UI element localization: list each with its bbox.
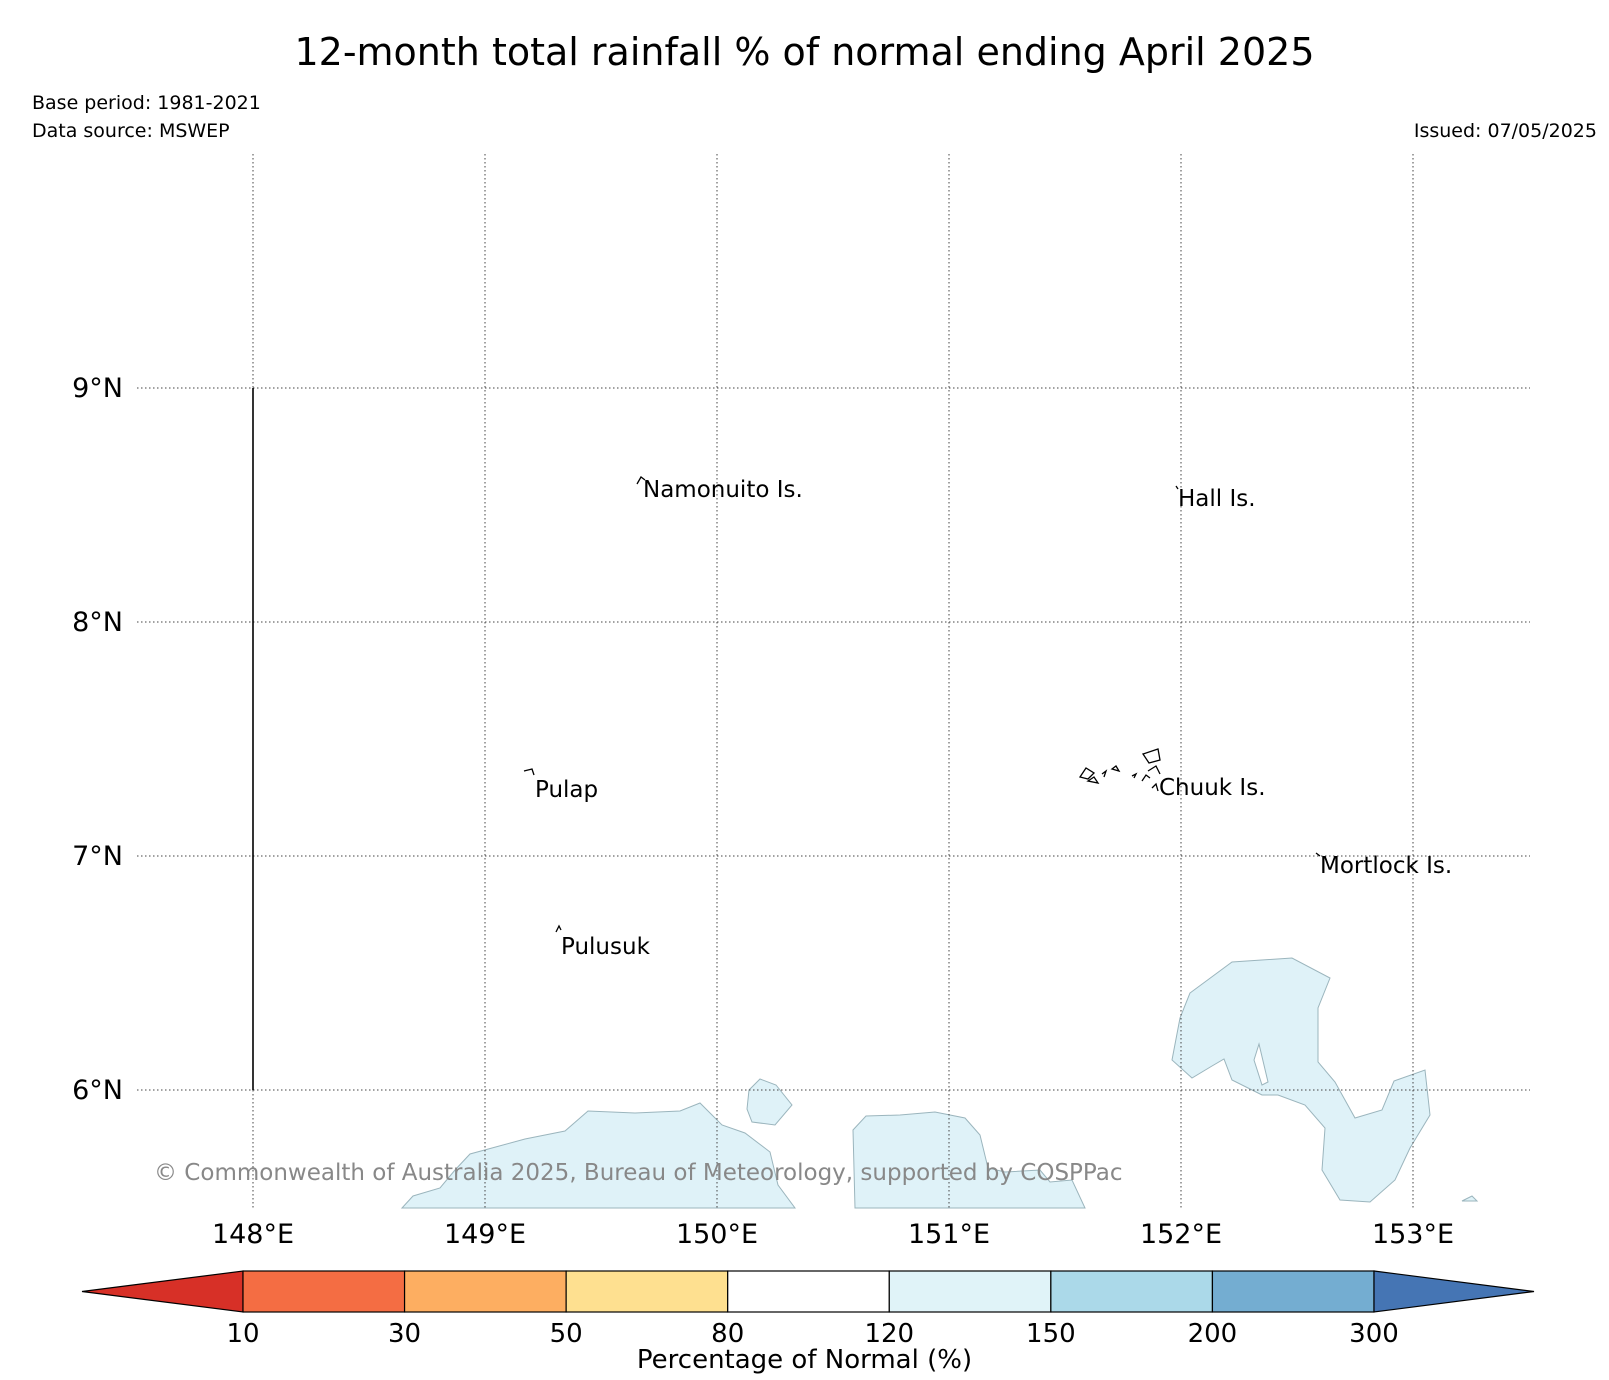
lon-label-153e: 153°E	[1372, 1219, 1454, 1250]
hall-outline	[1175, 485, 1179, 490]
colorbar-over-arrow	[1373, 1270, 1535, 1313]
lon-label-149e: 149°E	[444, 1219, 526, 1250]
shaded-region-west	[400, 1102, 796, 1209]
colorbar-label: Percentage of Normal (%)	[636, 1345, 973, 1375]
lat-label-6n: 6°N	[72, 1075, 123, 1106]
lat-label-8n: 8°N	[72, 607, 123, 638]
colorbar-under-arrow	[81, 1270, 244, 1313]
colorbar-bin-120-150	[888, 1270, 1052, 1313]
lat-tick-labels: 9°N 8°N 7°N 6°N	[72, 373, 123, 1106]
pulusuk-outline	[555, 924, 562, 933]
lon-label-148e: 148°E	[212, 1219, 294, 1250]
lon-label-150e: 150°E	[676, 1219, 758, 1250]
place-labels: Namonuito Is. Hall Is. Pulap Chuuk Is. M…	[535, 477, 1452, 960]
colorbar-tick-50: 50	[550, 1319, 583, 1349]
data-source-text: Data source: MSWEP	[32, 120, 230, 142]
shaded-region-east-hole	[1253, 1042, 1269, 1086]
colorbar-tick-80: 80	[711, 1319, 744, 1349]
place-label-pulap: Pulap	[535, 777, 598, 803]
colorbar-bin-50-80	[565, 1270, 729, 1313]
map-title: 12-month total rainfall % of normal endi…	[294, 30, 1315, 74]
lat-label-7n: 7°N	[72, 841, 123, 872]
colorbar-tick-200: 200	[1188, 1319, 1238, 1349]
colorbar-bin-150-200	[1050, 1270, 1214, 1313]
lon-label-151e: 151°E	[908, 1219, 990, 1250]
colorbar-tick-300: 300	[1349, 1319, 1399, 1349]
colorbar-bin-200-300	[1211, 1270, 1375, 1313]
colorbar-bin-30-50	[403, 1270, 567, 1313]
shaded-region-islet	[1461, 1195, 1479, 1202]
chuuk-outline	[1078, 748, 1161, 792]
graticule	[137, 154, 1530, 1208]
colorbar-tick-120: 120	[864, 1319, 914, 1349]
lon-tick-labels: 148°E 149°E 150°E 151°E 152°E 153°E	[212, 1219, 1454, 1250]
copyright-text: © Commonwealth of Australia 2025, Bureau…	[154, 1160, 1123, 1186]
colorbar-bin-10-30	[242, 1270, 406, 1313]
shaded-region-east	[1171, 957, 1431, 1203]
issued-date-text: Issued: 07/05/2025	[1413, 120, 1597, 142]
place-label-namonuito: Namonuito Is.	[643, 477, 803, 503]
pulap-outline	[523, 768, 535, 776]
place-label-chuuk: Chuuk Is.	[1159, 775, 1266, 801]
island-outlines	[523, 476, 1321, 933]
place-label-hall: Hall Is.	[1178, 486, 1256, 512]
place-label-mortlock: Mortlock Is.	[1320, 853, 1452, 879]
place-label-pulusuk: Pulusuk	[561, 934, 651, 960]
namonuito-outline	[636, 476, 646, 485]
colorbar-tick-150: 150	[1026, 1319, 1076, 1349]
shaded-region-central	[852, 1111, 1086, 1209]
colorbar-tick-10: 10	[226, 1319, 259, 1349]
shaded-regions	[400, 957, 1479, 1209]
colorbar-bin-80-120	[727, 1270, 890, 1313]
colorbar-tick-30: 30	[388, 1319, 421, 1349]
lat-label-9n: 9°N	[72, 373, 123, 404]
mortlock-outline	[1315, 852, 1321, 857]
base-period-text: Base period: 1981-2021	[32, 92, 261, 114]
lon-label-152e: 152°E	[1140, 1219, 1222, 1250]
